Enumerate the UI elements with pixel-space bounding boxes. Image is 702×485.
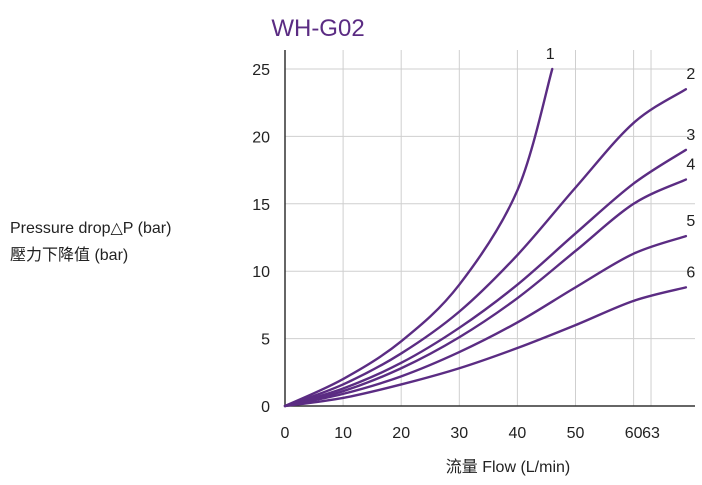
y-axis-label-chinese: 壓力下降值 (bar) [10, 246, 128, 264]
series-line-1 [283, 67, 554, 408]
series-line-2 [283, 88, 688, 408]
series-label-3: 3 [686, 127, 695, 144]
series-labels: 1 2 3 4 5 6 [546, 46, 696, 281]
x-tick-label: 20 [392, 425, 410, 442]
series-label-6: 6 [686, 264, 695, 281]
y-tick-label: 5 [261, 332, 270, 349]
grid [285, 50, 695, 406]
y-tick-label: 25 [252, 62, 270, 79]
series-line-4 [283, 178, 688, 408]
x-tick-label: 40 [509, 425, 527, 442]
chart-title: WH-G02 [271, 15, 364, 42]
y-tick-label: 20 [252, 129, 270, 146]
x-tick-label: 63 [642, 425, 660, 442]
y-axis-label-english: Pressure drop△P (bar) [10, 220, 171, 237]
y-tick-label: 10 [252, 264, 270, 281]
series-lines [283, 67, 688, 408]
x-axis-label: 流量 Flow (L/min) [446, 458, 570, 476]
series-line-6 [283, 286, 688, 408]
x-tick-label: 10 [334, 425, 352, 442]
series-label-2: 2 [686, 66, 695, 83]
series-label-4: 4 [686, 157, 695, 174]
y-tick-label: 0 [261, 399, 270, 416]
x-tick-labels: 0 10 20 30 40 50 60 63 [281, 425, 660, 442]
x-tick-label: 0 [281, 425, 290, 442]
x-tick-label: 50 [567, 425, 585, 442]
series-line-3 [283, 148, 688, 408]
x-tick-label: 30 [450, 425, 468, 442]
x-tick-label: 60 [625, 425, 643, 442]
y-tick-labels: 0 5 10 15 20 25 [252, 62, 270, 416]
y-tick-label: 15 [252, 197, 270, 214]
series-label-1: 1 [546, 46, 555, 63]
series-line-5 [283, 234, 688, 408]
series-label-5: 5 [686, 213, 695, 230]
